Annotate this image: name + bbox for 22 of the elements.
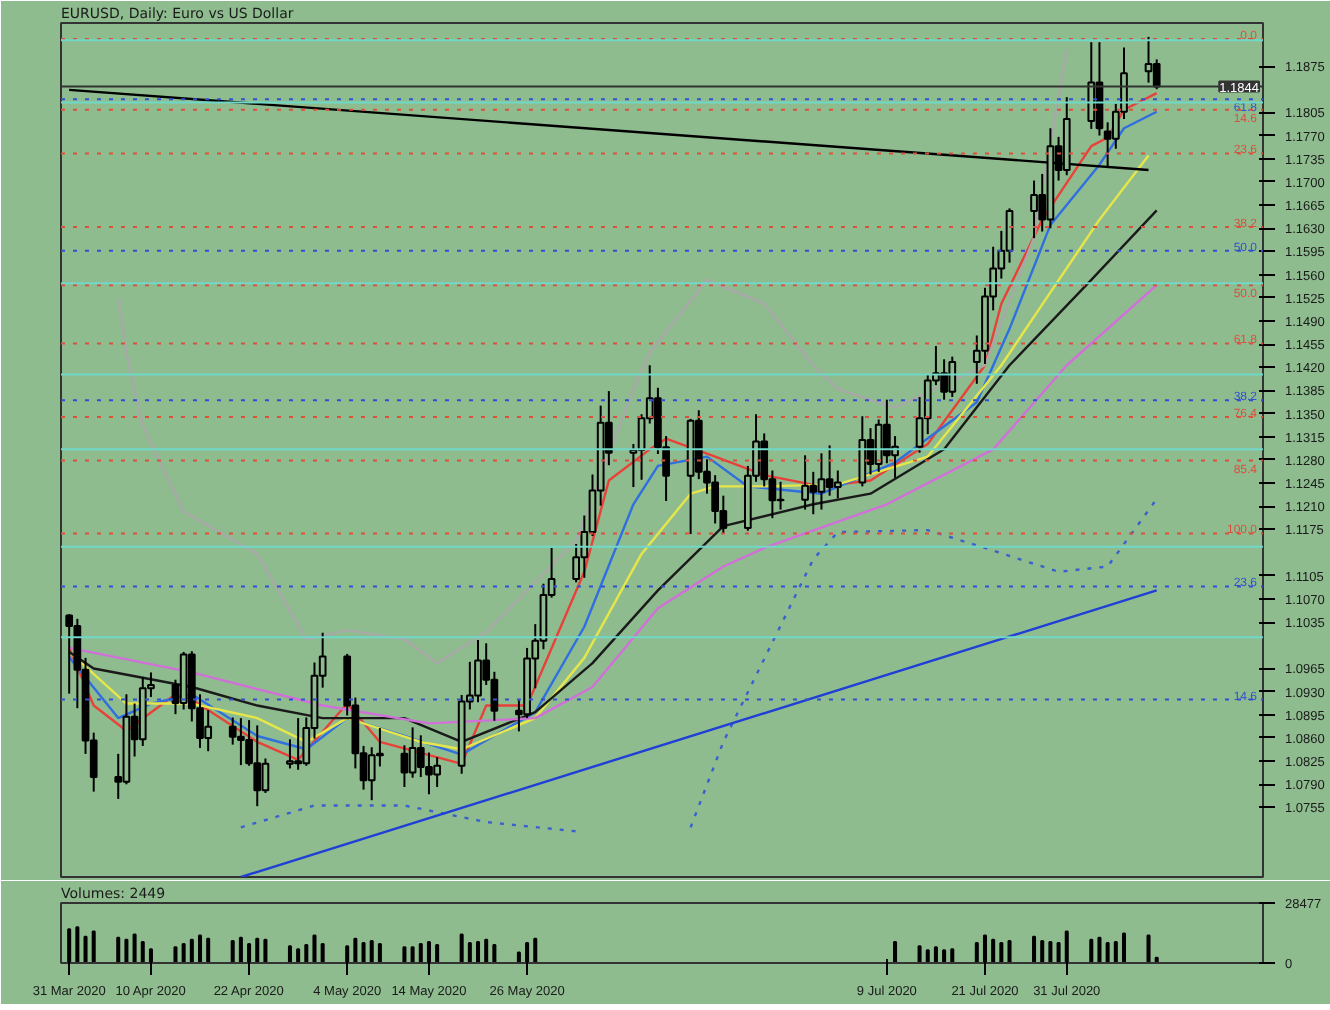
candlestick xyxy=(1144,35,1153,84)
candlestick xyxy=(400,744,409,788)
candlestick xyxy=(433,756,441,788)
candlestick xyxy=(1087,41,1096,130)
candlestick xyxy=(858,415,867,488)
line-series xyxy=(67,283,1158,725)
candlestick xyxy=(474,639,482,704)
candlestick xyxy=(204,709,213,753)
candlestick xyxy=(825,444,834,497)
candlestick xyxy=(833,469,842,500)
candlestick xyxy=(408,726,417,779)
candlestick xyxy=(253,724,262,808)
candlestick xyxy=(261,757,270,794)
candlestick xyxy=(817,452,826,511)
line-series xyxy=(117,48,1068,665)
candlestick xyxy=(286,738,294,770)
candlestick xyxy=(801,454,809,511)
candlestick xyxy=(1030,179,1038,240)
candlestick xyxy=(948,355,957,399)
candlestick xyxy=(809,470,818,516)
candlestick xyxy=(294,717,302,771)
candlestick xyxy=(237,717,245,767)
